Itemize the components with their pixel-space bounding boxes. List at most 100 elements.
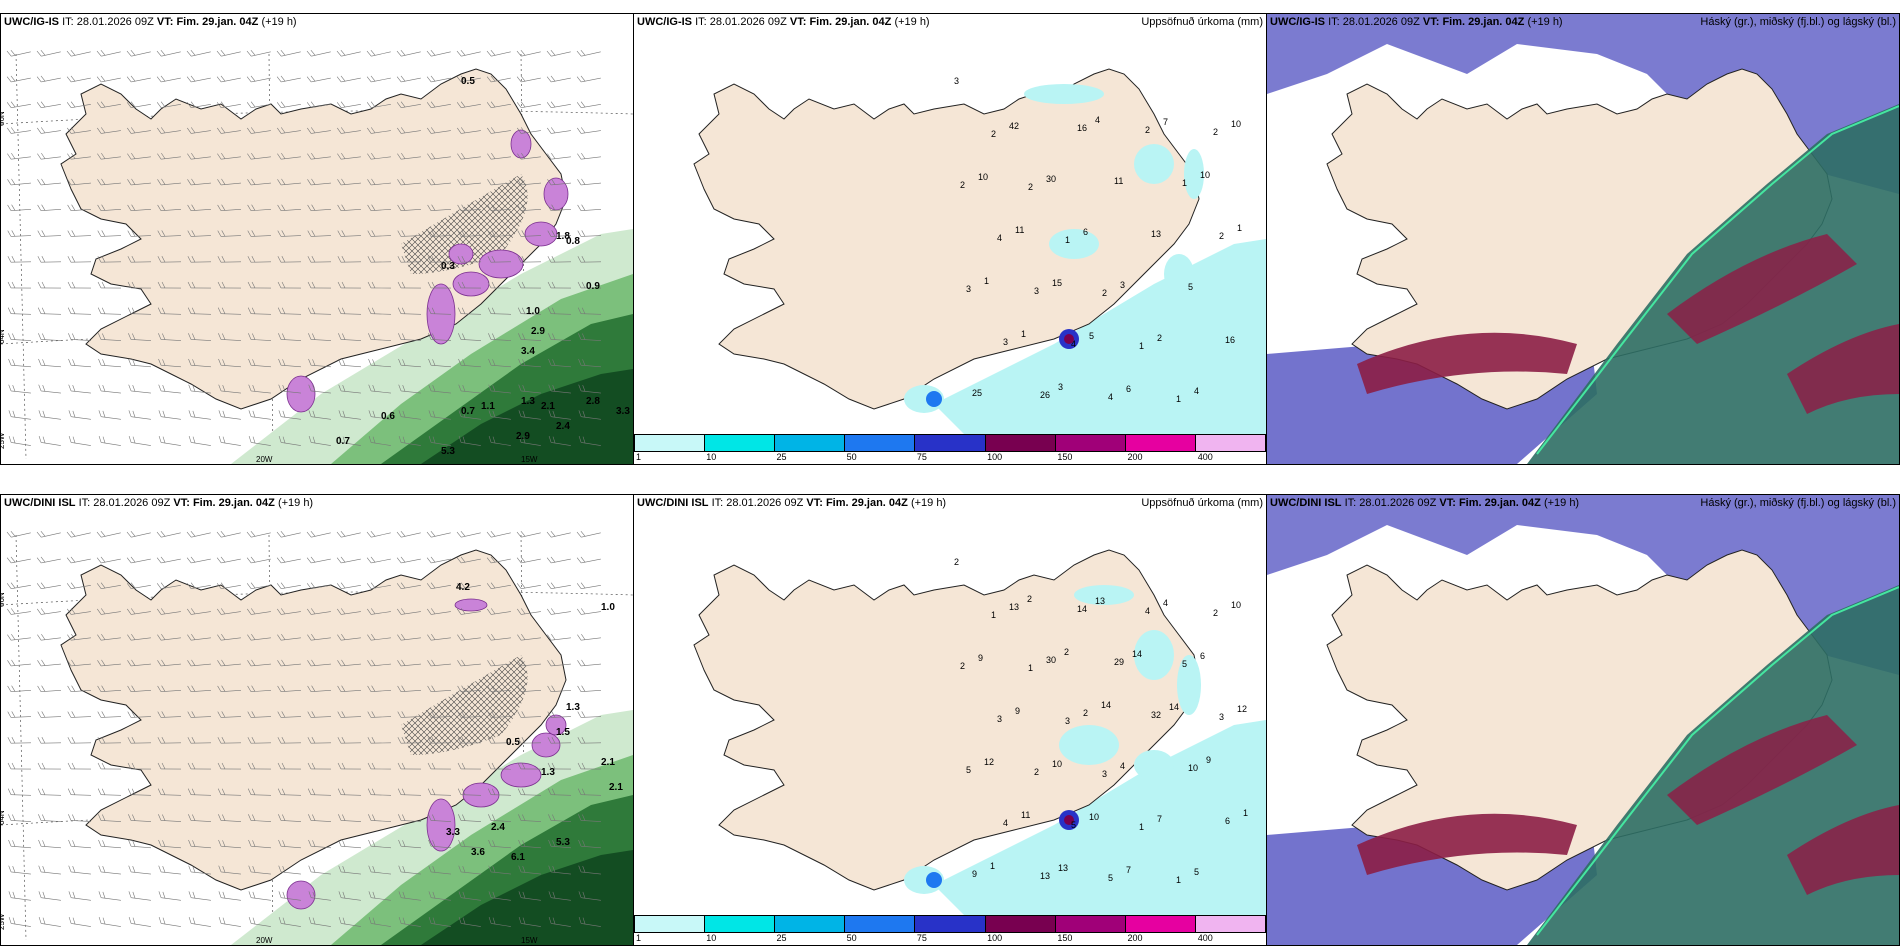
- precip-sum-label: 13: [1040, 871, 1050, 881]
- precip-patch: [1164, 254, 1194, 294]
- colorbar-tick-label: 1: [636, 452, 642, 462]
- convective-precip: [524, 221, 558, 247]
- precip-patch: [1177, 655, 1201, 715]
- colorbar-tick-label: 10: [706, 933, 717, 943]
- low-cloud-band: [1667, 715, 1857, 825]
- precip-sum-label: 2: [960, 180, 965, 190]
- colorbar-tick-label: 150: [1057, 933, 1073, 943]
- precip-value-label: 2.9: [516, 431, 530, 442]
- precip-sum-label: 13: [1095, 596, 1105, 606]
- lat-label: 66N: [1, 111, 6, 126]
- precip-colorbar: [634, 434, 1266, 452]
- precip-sum-label: 3: [1065, 716, 1070, 726]
- lat-label: 64N: [1, 810, 6, 825]
- precip-numbers: 2113311223255453541314293210691330247510…: [954, 557, 1248, 885]
- convective-precip: [545, 714, 567, 736]
- precip-sum-label: 29: [1114, 657, 1124, 667]
- precip-sum-label: 13: [1009, 602, 1019, 612]
- map-panel-precip-dini: 2 1 1 3 3 1 1 2 2 3 2 5 5 4 5 3 5 4 13 14 29 32 10 6 9 13 30 2 4 7 5 10…: [633, 494, 1267, 946]
- precip-title: Uppsöfnuð úrkoma (mm): [1141, 16, 1263, 28]
- colorbar-tick-label: 150: [1057, 452, 1073, 462]
- precip-value-label: 2.1: [541, 401, 555, 412]
- precip-value-label: 3.3: [446, 827, 460, 838]
- precip-area-light: [934, 720, 1266, 915]
- precip-patch: [1074, 585, 1134, 605]
- precip-sum-label: 10: [978, 172, 988, 182]
- precip-sum-label: 2: [1213, 608, 1218, 618]
- precip-value-label: 0.9: [586, 281, 600, 292]
- precip-swath-core: [421, 369, 633, 464]
- colorbar-tick-label: 100: [987, 452, 1003, 462]
- map-panel-cloud-dini: UWC/DINI ISL IT: 28.01.2026 09Z VT: Fim.…: [1266, 494, 1900, 946]
- precip-heavy-spot: [926, 872, 942, 888]
- lat-label: 66N: [1, 592, 6, 607]
- precip-sum-label: 16: [1077, 123, 1087, 133]
- precip-sum-label: 4: [1163, 598, 1168, 608]
- precip-value-label: 1.3: [541, 767, 555, 778]
- precip-value-label: 3.6: [471, 847, 485, 858]
- precip-sum-label: 12: [984, 757, 994, 767]
- precip-sum-label: 3: [954, 76, 959, 86]
- precip-sum-label: 9: [978, 653, 983, 663]
- precip-sum-label: 4: [1194, 386, 1199, 396]
- precip-sum-label: 7: [1163, 117, 1168, 127]
- precip-sum-label: 9: [972, 869, 977, 879]
- precip-value-label: 3.4: [521, 346, 535, 357]
- low-cloud-band: [1357, 332, 1577, 394]
- cloud-map: [1267, 495, 1899, 945]
- precip-sum-label: 3: [1219, 712, 1224, 722]
- precip-sum-label: 3: [966, 284, 971, 294]
- colorbar-cell: [915, 434, 986, 452]
- precip-sum-label: 1: [1139, 822, 1144, 832]
- precip-sum-label: 14: [1169, 702, 1179, 712]
- precip-sum-label: 5: [1188, 282, 1193, 292]
- precip-sum-label: 10: [1188, 763, 1198, 773]
- map-panel-wind-ig: 0.5 0.9 1.0 2.9 3.4 0.6 0.7 1.1 1.3 2.1 2.8 3.3 2.4 2…: [0, 13, 634, 465]
- precip-sum-label: 2: [1145, 125, 1150, 135]
- precip-sum-label: 5: [1194, 867, 1199, 877]
- precip-sum-label: 12: [1237, 704, 1247, 714]
- precip-value-label: 2.4: [491, 822, 505, 833]
- precip-sum-label: 3: [1102, 769, 1107, 779]
- lon-label: 20W: [256, 936, 273, 945]
- convective-precip: [454, 598, 488, 612]
- wind-map: 1.0 1.3 1.5 2.1 2.1 3.3 3.6 6.1 5.3 2.4 1.3 0.5 4.2 6…: [1, 530, 633, 945]
- precip-value-label: 1.8: [556, 231, 570, 242]
- precip-sum-label: 4: [997, 233, 1002, 243]
- lon-label: 25W: [1, 432, 6, 449]
- precip-sum-label: 2: [991, 129, 996, 139]
- precip-map: 2113311223255453541314293210691330247510…: [693, 549, 1266, 915]
- convective-precip: [510, 129, 532, 159]
- high-cloud-area: [1267, 14, 1899, 194]
- precip-sum-label: 1: [1028, 663, 1033, 673]
- colorbar-tick-label: 25: [776, 452, 787, 462]
- colorbar-cell: [845, 434, 916, 452]
- precip-heavy-core: [1064, 815, 1074, 825]
- precip-sum-label: 2: [1064, 647, 1069, 657]
- low-cloud-band: [1787, 324, 1899, 414]
- precip-patch: [1134, 144, 1174, 184]
- lon-label: 15W: [521, 936, 538, 945]
- colorbar-cell: [634, 434, 706, 452]
- precip-colorbar: [634, 915, 1266, 933]
- lon-label: 15W: [521, 455, 538, 464]
- low-cloud-band: [1357, 813, 1577, 875]
- colorbar-tick-label: 75: [916, 452, 927, 462]
- precip-sum-label: 4: [1071, 339, 1076, 349]
- map-panel-wind-dini: 1.0 1.3 1.5 2.1 2.1 3.3 3.6 6.1 5.3 2.4 1.3 0.5 4.2 6…: [0, 494, 634, 946]
- colorbar-cell: [1055, 434, 1126, 452]
- colorbar-tick-label: 50: [846, 933, 857, 943]
- precip-sum-label: 32: [1151, 710, 1161, 720]
- precip-sum-label: 2: [1102, 288, 1107, 298]
- precip-sum-label: 4: [1145, 606, 1150, 616]
- colorbar-cell: [1125, 434, 1196, 452]
- precip-sum-label: 2: [1219, 231, 1224, 241]
- precip-sum-label: 6: [1083, 227, 1088, 237]
- iceland-landmass: [693, 549, 1200, 891]
- convective-precip: [286, 880, 316, 910]
- precip-sum-label: 5: [1071, 820, 1076, 830]
- precip-sum-label: 11: [1114, 176, 1123, 186]
- precip-sum-label: 3: [1058, 382, 1063, 392]
- colorbar-tick-label: 400: [1197, 933, 1213, 943]
- precip-value-label: 4.2: [456, 582, 470, 593]
